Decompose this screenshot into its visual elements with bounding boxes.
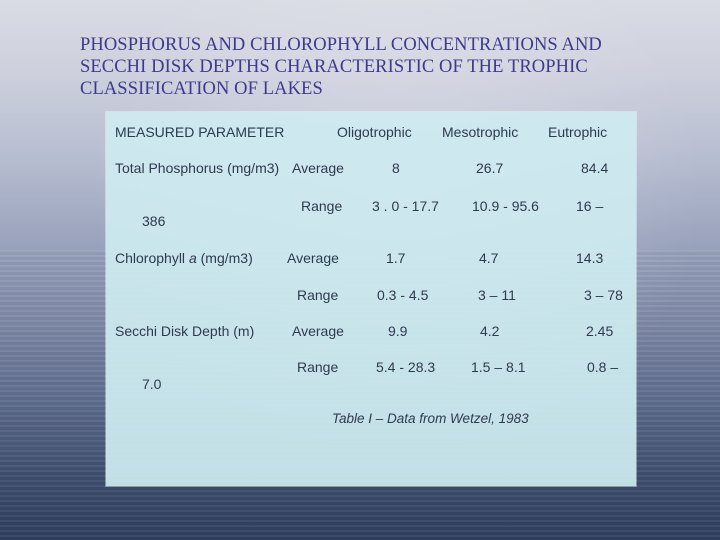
header-parameter: MEASURED PARAMETER <box>115 124 285 140</box>
phosphorus-average-eutrophic: 84.4 <box>581 160 609 176</box>
chlorophyll-average-mesotrophic: 4.7 <box>479 250 499 266</box>
phosphorus-range-eutrophic: 16 – <box>576 198 604 214</box>
header-mesotrophic: Mesotrophic <box>442 124 519 140</box>
secchi-range-label: Range <box>297 359 339 375</box>
slide-title: PHOSPHORUS AND CHLOROPHYLL CONCENTRATION… <box>80 34 700 100</box>
title-line-3: CLASSIFICATION OF LAKES <box>80 79 323 99</box>
table-caption: Table I – Data from Wetzel, 1983 <box>332 411 529 426</box>
table-panel: MEASURED PARAMETER Oligotrophic Mesotrop… <box>106 112 636 486</box>
secchi-average-eutrophic: 2.45 <box>586 323 614 339</box>
chlorophyll-average-eutrophic: 14.3 <box>576 250 604 266</box>
chlorophyll-parameter-suffix: (mg/m3) <box>196 250 253 266</box>
phosphorus-average-label: Average <box>292 160 344 176</box>
chlorophyll-range-oligotrophic: 0.3 - 4.5 <box>377 287 429 303</box>
chlorophyll-average-label: Average <box>287 250 339 266</box>
phosphorus-range-label: Range <box>301 198 343 214</box>
chlorophyll-range-eutrophic: 3 – 78 <box>584 287 623 303</box>
phosphorus-average-mesotrophic: 26.7 <box>476 160 504 176</box>
secchi-average-oligotrophic: 9.9 <box>388 323 408 339</box>
chlorophyll-range-label: Range <box>297 287 339 303</box>
header-eutrophic: Eutrophic <box>548 124 608 140</box>
title-line-1: PHOSPHORUS AND CHLOROPHYLL CONCENTRATION… <box>80 35 602 55</box>
secchi-range-mesotrophic: 1.5 – 8.1 <box>471 359 526 375</box>
secchi-parameter: Secchi Disk Depth (m) <box>115 323 255 339</box>
secchi-range-eutrophic-cont: 7.0 <box>142 376 162 392</box>
secchi-average-mesotrophic: 4.2 <box>480 323 500 339</box>
chlorophyll-parameter-italic: a <box>188 250 197 266</box>
chlorophyll-range-mesotrophic: 3 – 11 <box>478 287 516 303</box>
header-oligotrophic: Oligotrophic <box>337 124 412 140</box>
chlorophyll-parameter-prefix: Chlorophyll <box>115 250 189 266</box>
secchi-average-label: Average <box>292 323 344 339</box>
phosphorus-average-oligotrophic: 8 <box>392 160 400 176</box>
chlorophyll-parameter: Chlorophyll a (mg/m3) <box>115 250 253 266</box>
phosphorus-parameter: Total Phosphorus (mg/m3) <box>115 160 280 176</box>
secchi-range-oligotrophic: 5.4 - 28.3 <box>376 359 436 375</box>
phosphorus-range-oligotrophic: 3 . 0 - 17.7 <box>372 198 439 214</box>
chlorophyll-average-oligotrophic: 1.7 <box>386 250 406 266</box>
title-line-2: SECCHI DISK DEPTHS CHARACTERISTIC OF THE… <box>80 57 588 77</box>
phosphorus-range-mesotrophic: 10.9 - 95.6 <box>472 198 539 214</box>
phosphorus-range-eutrophic-cont: 386 <box>142 213 166 229</box>
secchi-range-eutrophic: 0.8 – <box>587 359 619 375</box>
